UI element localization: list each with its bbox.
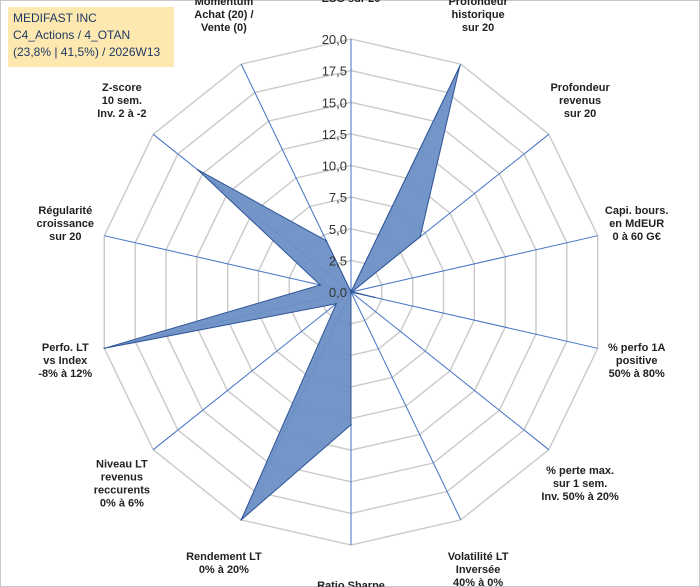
tick-label: 15,0 bbox=[322, 95, 347, 110]
data-point bbox=[458, 65, 461, 68]
axis-label: Achat (20) / bbox=[194, 9, 253, 21]
axis-label: 50% à 80% bbox=[609, 368, 665, 380]
tick-label: 7,5 bbox=[329, 190, 347, 205]
axis-label: 0% à 6% bbox=[100, 497, 144, 509]
tick-label: 20,0 bbox=[322, 32, 347, 47]
axis-label: 10 sem. bbox=[102, 95, 142, 107]
category-label: C4_Actions / 4_OTAN bbox=[13, 28, 131, 42]
data-point bbox=[335, 303, 338, 305]
axis-label: 0% à 20% bbox=[199, 564, 249, 576]
data-point bbox=[196, 168, 199, 171]
axis-label: Momentum bbox=[195, 0, 254, 8]
tick-label: 17,5 bbox=[322, 64, 347, 79]
axis-label: 0 à 60 G€ bbox=[613, 231, 661, 243]
axis-label: Inv. 50% à 20% bbox=[541, 491, 619, 503]
tick-layer: 0,0 2,5 5,0 7,5 10,0 12,5 15,0 17,5 20,0 bbox=[322, 32, 347, 300]
axis-label: Vente (0) bbox=[201, 22, 247, 34]
axis-label: Rendement LT bbox=[186, 551, 262, 563]
data-point bbox=[351, 290, 354, 293]
tick-label: 5,0 bbox=[329, 222, 347, 237]
axis-label: revenus bbox=[559, 95, 601, 107]
axis-label: 40% à 0% bbox=[453, 577, 503, 587]
axis-label: Ratio Sharpe bbox=[317, 580, 385, 587]
axis-label: historique bbox=[452, 9, 505, 21]
company-name: MEDIFAST INC bbox=[13, 11, 97, 25]
tick-label: 0,0 bbox=[329, 285, 347, 300]
axis-label: Z-score bbox=[102, 82, 142, 94]
axis-label: % perfo 1A bbox=[608, 342, 666, 354]
tick-label: 10,0 bbox=[322, 159, 347, 174]
axis-spoke bbox=[104, 235, 352, 293]
data-point bbox=[350, 291, 352, 293]
data-point bbox=[325, 239, 328, 242]
axis-label: croissance bbox=[37, 218, 94, 230]
axis-label: Profondeur bbox=[448, 0, 508, 8]
axis-label: Capi. bours. bbox=[605, 205, 669, 217]
data-point bbox=[350, 424, 352, 426]
axis-label: Perfo. LT bbox=[42, 342, 89, 354]
axis-label: % perte max. bbox=[546, 465, 614, 477]
axis-spoke bbox=[350, 235, 598, 293]
axis-spoke bbox=[350, 291, 598, 349]
axis-label: reccurents bbox=[94, 484, 150, 496]
axis-label: Profondeur bbox=[550, 82, 610, 94]
series-layer bbox=[103, 65, 461, 521]
axis-label: sur 20 bbox=[564, 108, 596, 120]
axis-label: revenus bbox=[101, 471, 143, 483]
data-point bbox=[373, 296, 376, 299]
data-series-area bbox=[104, 66, 461, 521]
tick-label: 12,5 bbox=[322, 127, 347, 142]
axis-label: Niveau LT bbox=[96, 458, 148, 470]
axis-label: vs Index bbox=[43, 355, 88, 367]
label-layer: NoteESG sur 20Profondeurhistoriquesur 20… bbox=[37, 0, 669, 587]
data-point bbox=[319, 284, 322, 286]
axis-label: ESG sur 20 bbox=[322, 0, 381, 5]
axis-label: Régularité bbox=[38, 205, 92, 217]
axis-label: Volatilité LT bbox=[448, 551, 509, 563]
axis-label: en MdEUR bbox=[609, 218, 664, 230]
axis-spoke bbox=[350, 291, 462, 521]
axis-label: -8% à 12% bbox=[38, 368, 92, 380]
axis-spoke bbox=[152, 291, 352, 451]
axis-label: Inv. 2 à -2 bbox=[97, 108, 146, 120]
stats-label: (23,8% | 41,5%) / 2026W13 bbox=[13, 45, 161, 59]
chart-title-box: MEDIFAST INC C4_Actions / 4_OTAN (23,8% … bbox=[8, 7, 174, 67]
axis-label: sur 20 bbox=[49, 231, 81, 243]
data-point bbox=[240, 519, 242, 521]
tick-label: 2,5 bbox=[329, 253, 347, 268]
data-point bbox=[419, 236, 422, 238]
data-point bbox=[103, 347, 106, 350]
axis-label: positive bbox=[616, 355, 658, 367]
axis-label: sur 20 bbox=[462, 22, 494, 34]
axis-label: sur 1 sem. bbox=[553, 478, 607, 490]
axis-spoke bbox=[350, 291, 550, 451]
axis-label: Inversée bbox=[456, 564, 501, 576]
